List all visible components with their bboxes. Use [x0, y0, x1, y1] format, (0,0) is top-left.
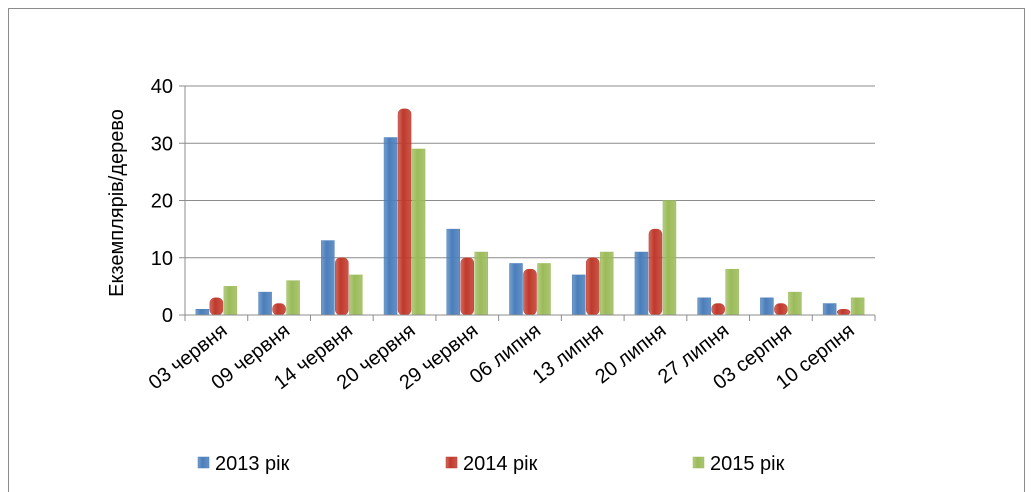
bar-2013-рік-4: [446, 228, 461, 316]
y-tick-label: 40: [151, 76, 173, 98]
bar-2014-рік-2: [335, 257, 349, 316]
bar-2015-рік-9: [788, 291, 802, 316]
bar-2013-рік-0: [195, 309, 210, 316]
chart-frame: [8, 8, 1025, 492]
bar-2013-рік-8: [697, 297, 711, 316]
legend-item-0: 2013 рік: [197, 453, 290, 475]
bar-2013-рік-1: [258, 291, 272, 316]
axes: [184, 86, 876, 321]
bar-2014-рік-6: [585, 257, 600, 316]
y-tick-label: 30: [151, 133, 173, 155]
bar-2014-рік-4: [460, 257, 475, 316]
legend-label: 2015 рік: [710, 453, 785, 475]
bar-2015-рік-1: [286, 280, 300, 316]
bar-2015-рік-2: [349, 274, 363, 316]
bar-2014-рік-9: [774, 303, 788, 316]
bar-2014-рік-7: [648, 228, 663, 316]
bar-2013-рік-10: [822, 303, 837, 316]
legend-label: 2013 рік: [215, 453, 290, 475]
bar-2015-рік-10: [850, 297, 865, 316]
y-tick-label: 20: [151, 191, 173, 213]
bar-2015-рік-5: [537, 263, 551, 316]
legend-item-2: 2015 рік: [692, 453, 785, 475]
bar-2014-рік-3: [397, 108, 412, 316]
bar-2014-рік-0: [209, 297, 224, 316]
bar-2015-рік-0: [223, 286, 238, 316]
bar-2015-рік-7: [662, 200, 677, 316]
bar-2015-рік-8: [725, 268, 739, 316]
bars: [195, 108, 865, 316]
bar-2013-рік-7: [634, 251, 649, 316]
legend-swatch: [197, 456, 210, 469]
bar-2015-рік-6: [599, 251, 614, 316]
bar-2014-рік-1: [272, 303, 286, 316]
legend-swatch: [692, 456, 705, 469]
y-axis-title: Екземплярів/дерево: [106, 109, 128, 297]
y-tick-label: 0: [162, 305, 173, 327]
bar-2014-рік-10: [836, 309, 851, 316]
bar-2013-рік-5: [509, 263, 523, 316]
bar-2013-рік-9: [760, 297, 774, 316]
bar-2014-рік-8: [711, 303, 725, 316]
y-tick-label: 10: [151, 248, 173, 270]
legend: 2013 рік 2014 рік 2015 рік: [197, 453, 785, 475]
y-tick-labels: 0 10 20 30 40: [151, 76, 173, 327]
bar-2015-рік-4: [474, 251, 489, 316]
legend-label: 2014 рік: [463, 453, 538, 475]
bar-2013-рік-2: [321, 240, 335, 316]
legend-item-1: 2014 рік: [445, 453, 538, 475]
bar-2013-рік-3: [383, 137, 398, 316]
legend-swatch: [445, 456, 458, 469]
bar-2014-рік-5: [523, 268, 537, 316]
bar-2013-рік-6: [571, 274, 586, 316]
bar-2015-рік-3: [411, 148, 426, 316]
